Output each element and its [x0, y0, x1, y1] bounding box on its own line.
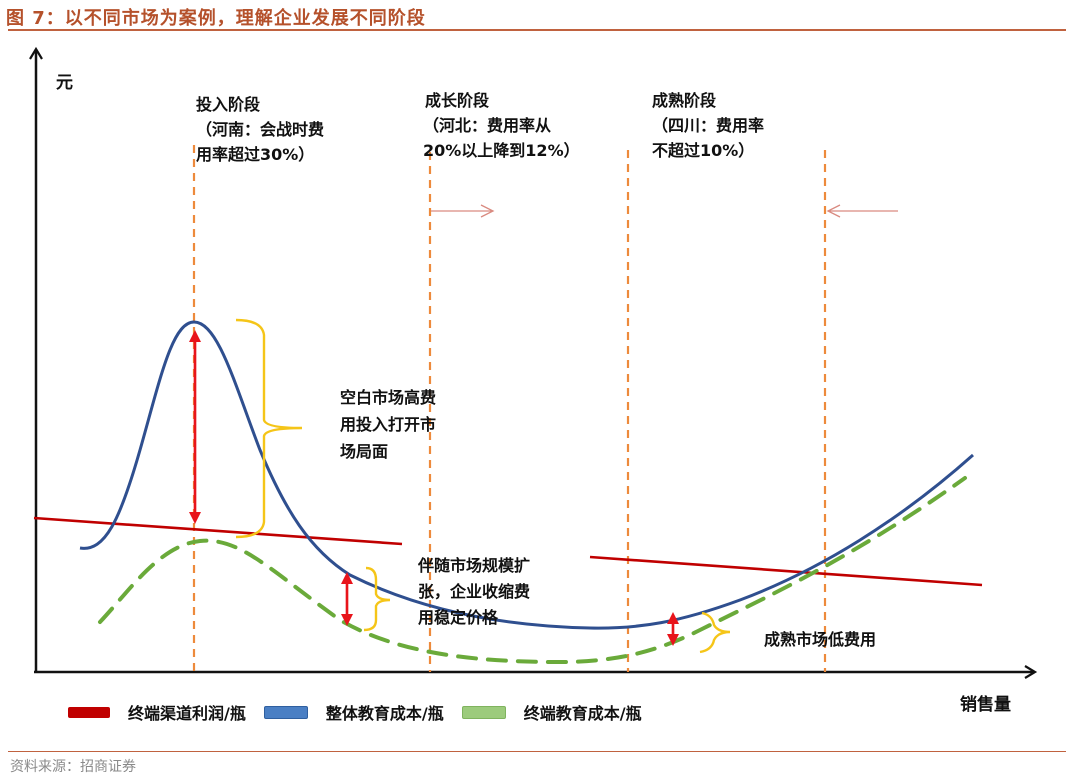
legend-item-profit: 终端渠道利润/瓶 [68, 700, 246, 724]
stage-mature-title: 成熟阶段 [652, 91, 717, 110]
stage-intro-detail-1: （河南：会战时费 [196, 120, 325, 139]
stage-mature-detail-2: 不超过10%） [652, 141, 755, 160]
stage-growth-detail-2: 20%以上降到12%） [423, 141, 580, 160]
stage-intro-title: 投入阶段 [196, 95, 261, 114]
intro-brace [235, 318, 303, 539]
annotation-intro-line-2: 用投入打开市 [340, 415, 437, 434]
terminal-cost-curve [98, 476, 967, 665]
stage-growth-label: 成长阶段 （河北：费用率从 20%以上降到12%） [423, 88, 580, 163]
stage-intro-detail-2: 用率超过30%） [196, 145, 315, 164]
source-note: 资料来源：招商证券 [10, 759, 136, 775]
y-axis-label: 元 [56, 73, 73, 93]
legend-swatch-blue [263, 705, 308, 719]
stage-mature-label: 成熟阶段 （四川：费用率 不超过10%） [652, 88, 764, 163]
annotation-growth-line-3: 用稳定价格 [418, 608, 499, 627]
legend: 终端渠道利润/瓶 整体教育成本/瓶 终端教育成本/瓶 [68, 700, 660, 724]
x-axis-label: 销售量 [960, 695, 1011, 715]
stage-intro-label: 投入阶段 （河南：会战时费 用率超过30%） [196, 92, 324, 167]
legend-swatch-green [461, 705, 506, 719]
stage-growth-detail-1: （河北：费用率从 [423, 116, 552, 135]
footer-divider [8, 751, 1066, 752]
legend-item-total-cost: 整体教育成本/瓶 [263, 700, 444, 724]
lifecycle-diagram [29, 46, 1038, 679]
annotation-intro-line-1: 空白市场高费 [340, 388, 437, 407]
mature-brace [699, 611, 731, 654]
figure-title: 图 7：以不同市场为案例，理解企业发展不同阶段 [6, 8, 426, 29]
legend-label: 终端教育成本/瓶 [523, 704, 642, 723]
legend-label: 整体教育成本/瓶 [325, 704, 444, 723]
profit-line [33, 516, 983, 587]
legend-label: 终端渠道利润/瓶 [128, 704, 246, 723]
stage-dividers [192, 145, 827, 672]
annotation-mature: 成熟市场低费用 [764, 630, 877, 649]
legend-item-terminal-cost: 终端教育成本/瓶 [461, 700, 642, 724]
legend-swatch-red [68, 706, 110, 718]
annotation-growth-line-1: 伴随市场规模扩 [418, 556, 531, 575]
growth-brace [363, 566, 391, 632]
stage-growth-title: 成长阶段 [425, 91, 490, 110]
annotation-growth: 伴随市场规模扩 张，企业收缩费 用稳定价格 [418, 553, 530, 631]
annotation-intro-line-3: 场局面 [340, 442, 389, 461]
annotation-intro: 空白市场高费 用投入打开市 场局面 [340, 384, 436, 465]
stage-mature-detail-1: （四川：费用率 [652, 116, 765, 135]
annotation-growth-line-2: 张，企业收缩费 [418, 582, 531, 601]
title-divider [8, 29, 1066, 31]
total-cost-curve [79, 320, 974, 630]
